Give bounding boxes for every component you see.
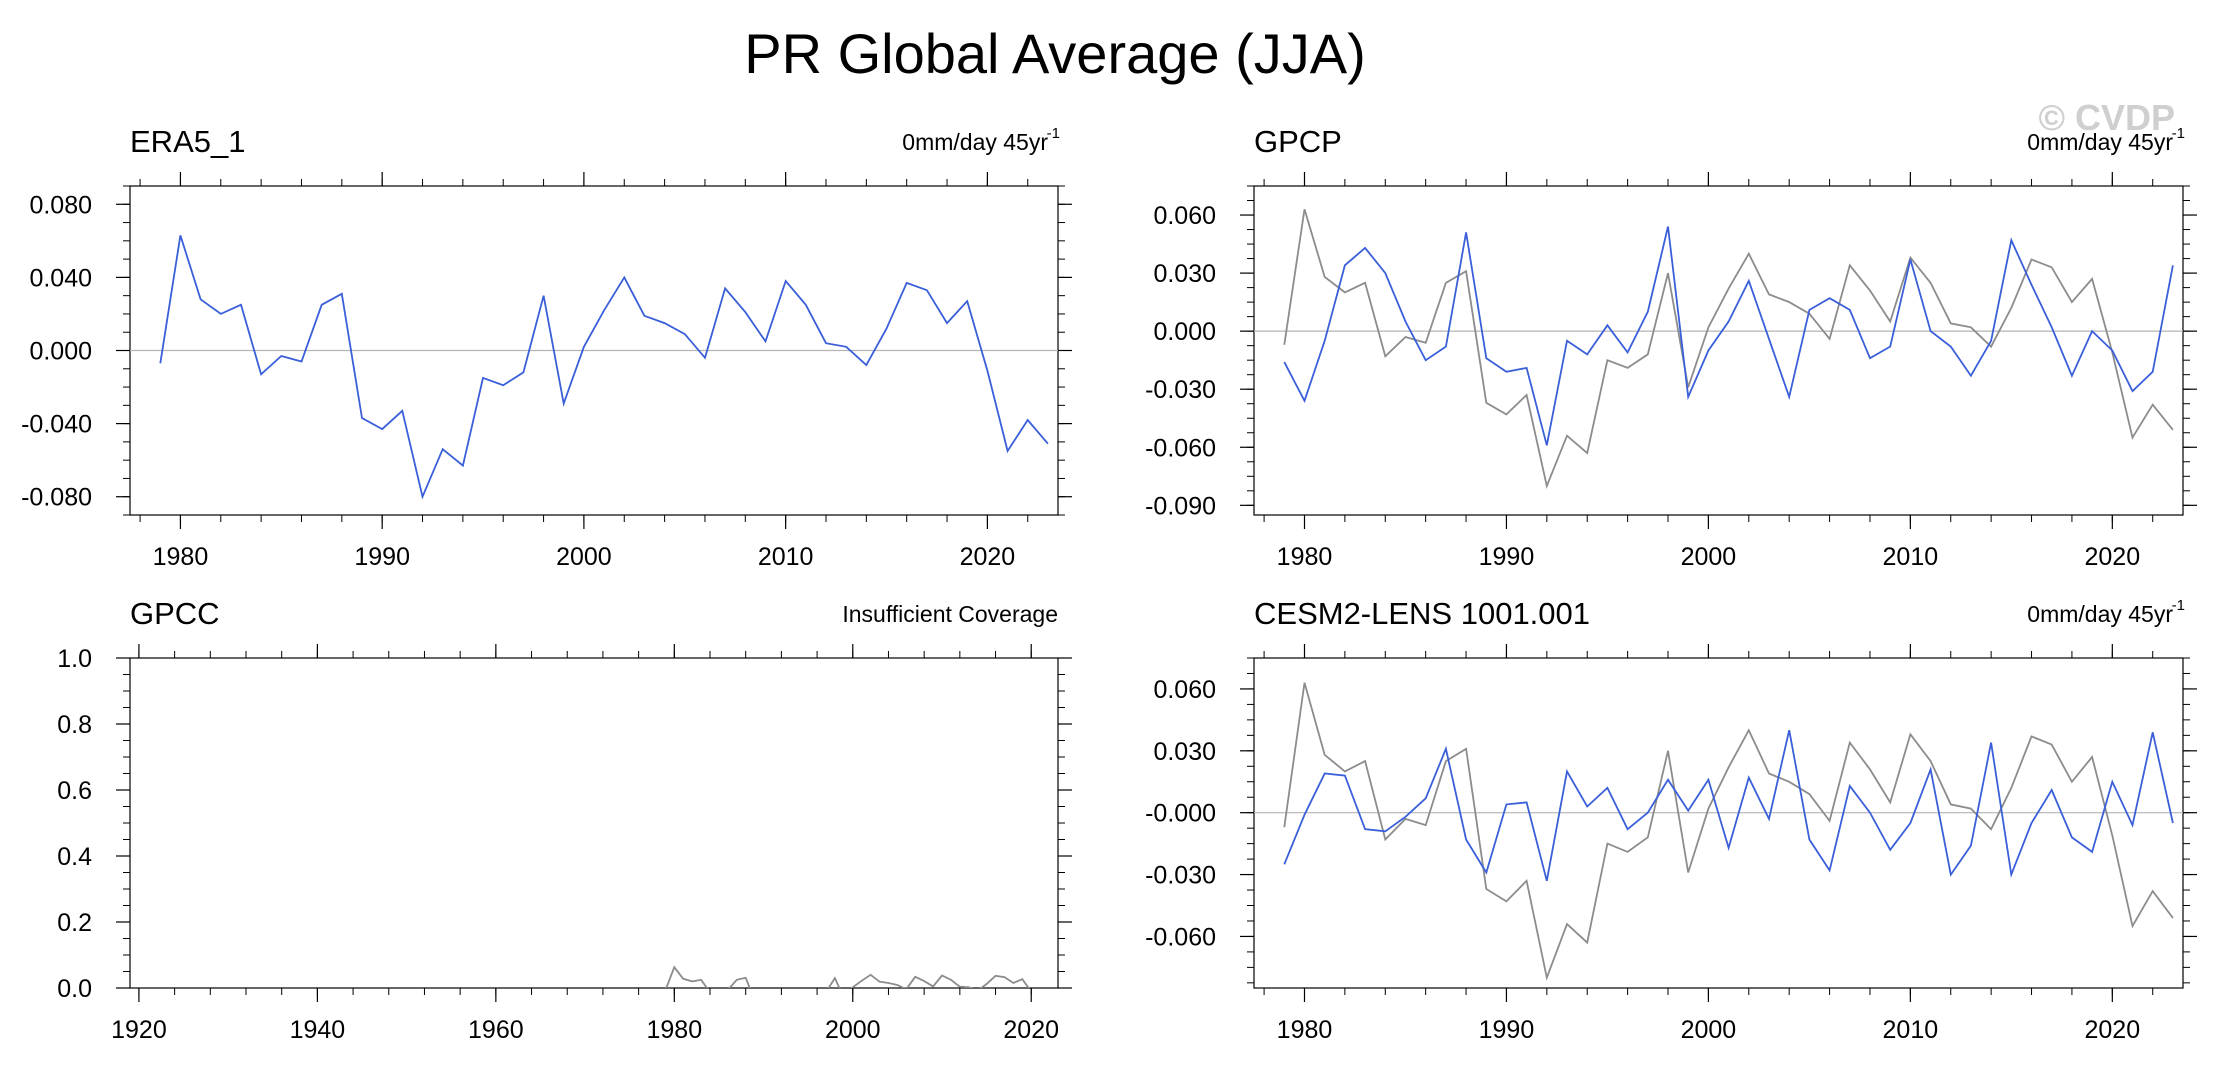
trend-label: 0mm/day 45yr <box>2027 129 2173 155</box>
x-tick-label: 1980 <box>1277 1016 1333 1044</box>
y-tick-label: -0.090 <box>1145 492 1216 520</box>
plot-frame <box>1253 185 2184 516</box>
panel-title: ERA5_1 <box>130 124 245 159</box>
y-tick-label: -0.000 <box>1145 800 1216 828</box>
y-tick-label: 0.060 <box>1153 202 1216 230</box>
y-tick-label: 0.030 <box>1153 260 1216 288</box>
series-line <box>1283 226 2174 446</box>
panel-1: 1980 1990 2000 2010 2020 -0.080 -0.040 0.000 0.0… <box>21 124 1072 571</box>
series-line <box>665 965 1030 988</box>
y-tick-label: 0.2 <box>57 909 92 937</box>
trend-label: 0mm/day 45yr <box>902 129 1048 155</box>
trend-label: 0mm/day 45yr <box>2027 601 2173 627</box>
panel-4: 1980 1990 2000 2010 2020 -0.060 -0.030 -0.000 0.… <box>1145 596 2197 1044</box>
trend-label-superscript: -1 <box>2172 597 2185 614</box>
panel-2: 1980 1990 2000 2010 2020 -0.090 -0.060 -0.030 0.… <box>1145 124 2197 571</box>
panel-title: CESM2-LENS 1001.001 <box>1254 596 1590 631</box>
y-tick-label: 0.6 <box>57 777 92 805</box>
x-tick-label: 2020 <box>960 543 1016 571</box>
y-tick-label: 1.0 <box>57 645 92 673</box>
trend-label-superscript: -1 <box>2172 125 2185 142</box>
plot-frame <box>129 657 1059 989</box>
x-tick-label: 1980 <box>1277 543 1333 571</box>
x-tick-label: 1990 <box>1479 543 1535 571</box>
x-tick-label: 2000 <box>1681 543 1737 571</box>
y-tick-label: 0.000 <box>29 338 92 366</box>
x-tick-label: 1940 <box>290 1016 346 1044</box>
x-tick-label: 1990 <box>1479 1016 1535 1044</box>
y-tick-label: 0.0 <box>57 975 92 1003</box>
x-tick-label: 2020 <box>2085 543 2141 571</box>
series-line <box>1283 682 2174 981</box>
panel-3: 1920 1940 1960 1980 2000 2020 0.0 0.2 0.4 0.6 0.8 1… <box>57 596 1072 1044</box>
trend-label: Insufficient Coverage <box>842 601 1058 627</box>
y-tick-label: -0.060 <box>1145 434 1216 462</box>
x-tick-label: 1960 <box>468 1016 524 1044</box>
y-tick-label: 0.8 <box>57 711 92 739</box>
x-tick-label: 2020 <box>2085 1016 2141 1044</box>
x-tick-label: 2000 <box>1681 1016 1737 1044</box>
series-line <box>1283 730 2174 882</box>
panels: 1980 1990 2000 2010 2020 -0.080 -0.040 0.000 0.0… <box>21 124 2197 1044</box>
y-tick-label: -0.040 <box>21 411 92 439</box>
y-tick-label: 0.030 <box>1153 738 1216 766</box>
y-tick-label: 0.060 <box>1153 676 1216 704</box>
x-tick-label: 2000 <box>556 543 612 571</box>
y-tick-label: -0.030 <box>1145 862 1216 890</box>
figure-title: PR Global Average (JJA) <box>744 22 1365 85</box>
y-tick-label: 0.080 <box>29 191 92 219</box>
plot-frame <box>1253 657 2184 989</box>
y-tick-label: 0.040 <box>29 264 92 292</box>
x-tick-label: 2000 <box>825 1016 881 1044</box>
x-tick-label: 2010 <box>1883 543 1939 571</box>
series-line <box>1283 208 2174 490</box>
x-tick-label: 1980 <box>153 543 209 571</box>
series-line <box>159 235 1049 500</box>
trend-label-superscript: -1 <box>1047 125 1060 142</box>
y-tick-label: -0.030 <box>1145 376 1216 404</box>
x-tick-label: 2020 <box>1003 1016 1059 1044</box>
x-tick-label: 1920 <box>111 1016 167 1044</box>
y-tick-label: -0.080 <box>21 484 92 512</box>
watermark: © CVDP <box>2038 97 2175 138</box>
x-tick-label: 2010 <box>1883 1016 1939 1044</box>
y-tick-label: -0.060 <box>1145 923 1216 951</box>
panel-title: GPCC <box>130 596 220 631</box>
y-tick-label: 0.4 <box>57 843 92 871</box>
x-tick-label: 1990 <box>354 543 410 571</box>
panel-title: GPCP <box>1254 124 1342 159</box>
x-tick-label: 1980 <box>646 1016 702 1044</box>
x-tick-label: 2010 <box>758 543 814 571</box>
y-tick-label: 0.000 <box>1153 318 1216 346</box>
